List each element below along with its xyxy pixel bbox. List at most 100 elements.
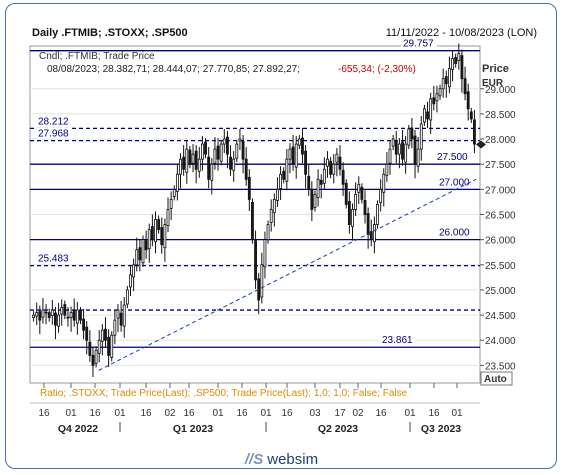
- candle[interactable]: [376, 200, 379, 229]
- candle[interactable]: [226, 131, 229, 169]
- candle[interactable]: [207, 147, 211, 189]
- candle[interactable]: [282, 167, 286, 184]
- candle[interactable]: [154, 211, 157, 254]
- candle[interactable]: [326, 151, 329, 178]
- candle[interactable]: [391, 135, 395, 151]
- candle[interactable]: [41, 297, 45, 324]
- candle[interactable]: [463, 66, 467, 101]
- candle[interactable]: [138, 239, 142, 272]
- candle[interactable]: [435, 85, 439, 113]
- candle[interactable]: [169, 191, 173, 221]
- candle[interactable]: [322, 157, 326, 190]
- candle[interactable]: [63, 300, 67, 320]
- candle[interactable]: [407, 124, 411, 150]
- candle[interactable]: [419, 115, 423, 161]
- candle[interactable]: [457, 43, 461, 70]
- candle[interactable]: [160, 217, 164, 254]
- candle[interactable]: [191, 144, 195, 173]
- candle[interactable]: [85, 321, 89, 355]
- candle[interactable]: [397, 138, 401, 169]
- candle[interactable]: [132, 258, 136, 291]
- candle[interactable]: [344, 179, 348, 209]
- candle[interactable]: [291, 135, 295, 171]
- candle[interactable]: [241, 135, 245, 174]
- candle[interactable]: [251, 198, 254, 244]
- candle[interactable]: [47, 308, 51, 322]
- candle[interactable]: [469, 107, 473, 123]
- candle[interactable]: [438, 84, 442, 100]
- trend-line[interactable]: [98, 178, 477, 371]
- candle[interactable]: [416, 137, 420, 173]
- candle[interactable]: [441, 68, 445, 98]
- candle[interactable]: [319, 174, 323, 199]
- candle[interactable]: [147, 223, 151, 263]
- candle[interactable]: [75, 302, 79, 335]
- candle[interactable]: [50, 300, 54, 325]
- candle[interactable]: [244, 147, 248, 186]
- candle[interactable]: [297, 135, 301, 150]
- candle[interactable]: [276, 177, 279, 207]
- candle[interactable]: [172, 185, 176, 201]
- candle[interactable]: [135, 237, 139, 272]
- candle[interactable]: [285, 149, 289, 191]
- candle[interactable]: [347, 191, 351, 234]
- candle[interactable]: [313, 190, 317, 212]
- candle[interactable]: [66, 307, 70, 327]
- candle[interactable]: [385, 152, 389, 182]
- candle[interactable]: [179, 153, 182, 189]
- candle[interactable]: [113, 310, 117, 345]
- candle[interactable]: [263, 231, 267, 279]
- candle[interactable]: [388, 141, 392, 175]
- candle[interactable]: [182, 145, 186, 176]
- candle[interactable]: [125, 285, 129, 309]
- candle[interactable]: [341, 162, 345, 196]
- candle[interactable]: [466, 83, 470, 121]
- candle[interactable]: [429, 92, 433, 135]
- candle[interactable]: [116, 304, 120, 333]
- candle[interactable]: [129, 264, 132, 296]
- candle[interactable]: [157, 215, 161, 234]
- candle[interactable]: [35, 302, 39, 326]
- candle[interactable]: [72, 298, 76, 327]
- candle[interactable]: [200, 136, 204, 171]
- candle[interactable]: [369, 219, 373, 247]
- candle[interactable]: [141, 235, 145, 267]
- candle[interactable]: [448, 56, 451, 94]
- candle[interactable]: [316, 169, 320, 207]
- candle[interactable]: [379, 179, 383, 212]
- candle[interactable]: [213, 137, 217, 170]
- candle[interactable]: [401, 129, 404, 166]
- candle[interactable]: [216, 138, 220, 171]
- candle[interactable]: [288, 143, 292, 174]
- candle[interactable]: [107, 329, 111, 367]
- candle[interactable]: [473, 109, 476, 154]
- candle[interactable]: [454, 53, 458, 68]
- candle[interactable]: [422, 104, 426, 126]
- candle[interactable]: [394, 131, 398, 164]
- candle[interactable]: [360, 183, 364, 204]
- candle[interactable]: [260, 252, 264, 304]
- candle[interactable]: [310, 181, 314, 222]
- candle[interactable]: [175, 164, 179, 201]
- candle[interactable]: [338, 145, 342, 176]
- candle[interactable]: [60, 299, 64, 326]
- candle[interactable]: [279, 166, 282, 200]
- candle[interactable]: [426, 101, 429, 128]
- candle[interactable]: [460, 49, 464, 93]
- candle[interactable]: [332, 154, 336, 184]
- candle[interactable]: [38, 305, 42, 335]
- candle[interactable]: [269, 199, 273, 232]
- candle[interactable]: [351, 203, 354, 241]
- candle[interactable]: [366, 207, 370, 249]
- candle[interactable]: [54, 307, 57, 340]
- candle[interactable]: [57, 303, 60, 333]
- candle[interactable]: [451, 50, 454, 82]
- candle[interactable]: [272, 193, 276, 227]
- candle[interactable]: [32, 311, 35, 322]
- candle[interactable]: [210, 158, 214, 195]
- candle[interactable]: [119, 301, 123, 332]
- candle[interactable]: [122, 296, 126, 338]
- candle[interactable]: [150, 214, 154, 247]
- candle[interactable]: [219, 140, 223, 166]
